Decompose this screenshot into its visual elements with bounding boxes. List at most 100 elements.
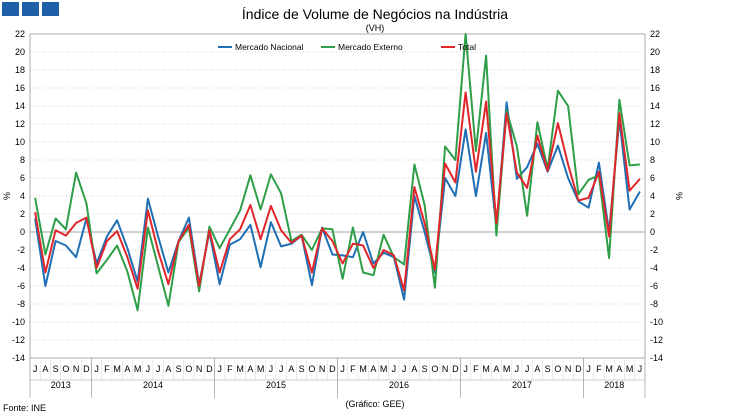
y-tick-label-right: 6 [650,173,655,183]
month-tick-label: N [442,364,449,374]
y-tick-label-left: -8 [17,299,25,309]
month-tick-label: D [575,364,582,374]
legend-label: Total [458,42,476,52]
logo-block [22,2,39,16]
month-tick-label: M [113,364,121,374]
chart-subtitle: (VH) [365,23,385,33]
y-tick-label-left: 10 [15,137,25,147]
month-tick-label: N [196,364,203,374]
month-tick-label: D [329,364,336,374]
legend-label: Mercado Nacional [235,42,304,52]
y-tick-label-left: -12 [12,335,25,345]
y-tick-label-left: 16 [15,83,25,93]
month-tick-label: O [308,364,315,374]
month-tick-label: O [185,364,192,374]
y-tick-label-right: 14 [650,101,660,111]
year-label: 2013 [51,380,71,390]
source-note: Fonte: INE [3,403,47,413]
month-tick-label: A [42,364,48,374]
y-tick-label-left: 0 [20,227,25,237]
y-tick-label-right: 10 [650,137,660,147]
y-tick-label-right: 22 [650,29,660,39]
month-tick-label: J [463,364,468,374]
month-tick-label: M [503,364,511,374]
month-tick-label: M [482,364,490,374]
year-label: 2017 [512,380,532,390]
y-tick-label-left: -10 [12,317,25,327]
month-tick-label: F [473,364,479,374]
month-tick-label: N [73,364,80,374]
month-tick-label: J [33,364,38,374]
year-label: 2015 [266,380,286,390]
month-tick-label: A [288,364,294,374]
month-tick-label: A [493,364,499,374]
y-tick-label-left: 2 [20,209,25,219]
y-tick-label-left: 8 [20,155,25,165]
y-tick-label-right: 0 [650,227,655,237]
y-tick-label-left: 18 [15,65,25,75]
month-tick-label: J [586,364,591,374]
month-tick-label: S [176,364,182,374]
y-tick-label-right: -2 [650,245,658,255]
month-tick-label: A [411,364,417,374]
y-tick-label-right: 12 [650,119,660,129]
month-tick-label: J [94,364,99,374]
y-axis-label-right: % [674,192,684,200]
y-tick-label-right: -14 [650,353,663,363]
month-tick-label: M [626,364,634,374]
month-tick-label: J [515,364,520,374]
month-tick-label: D [83,364,90,374]
month-tick-label: O [62,364,69,374]
series-line-mercado-externo [34,33,640,312]
y-tick-label-left: -14 [12,353,25,363]
logo-block [2,2,19,16]
month-tick-label: M [257,364,265,374]
month-tick-label: S [53,364,59,374]
month-tick-label: J [638,364,643,374]
month-tick-label: D [206,364,213,374]
month-tick-label: A [370,364,376,374]
month-tick-label: N [319,364,326,374]
month-tick-label: A [247,364,253,374]
month-tick-label: D [452,364,459,374]
month-tick-label: M [359,364,367,374]
y-tick-label-right: -12 [650,335,663,345]
y-tick-label-left: 20 [15,47,25,57]
month-tick-label: S [422,364,428,374]
month-tick-label: J [392,364,397,374]
chart-title: Índice de Volume de Negócios na Indústri… [241,6,509,22]
month-tick-label: S [299,364,305,374]
month-tick-label: F [104,364,110,374]
y-tick-label-left: -6 [17,281,25,291]
y-tick-label-right: 20 [650,47,660,57]
month-tick-label: N [565,364,572,374]
month-tick-label: A [165,364,171,374]
y-tick-label-left: -4 [17,263,25,273]
month-tick-label: J [269,364,274,374]
y-tick-label-left: -2 [17,245,25,255]
y-tick-label-left: 14 [15,101,25,111]
month-tick-label: A [616,364,622,374]
year-label: 2014 [143,380,163,390]
month-tick-label: J [146,364,151,374]
y-axis-label-left: % [2,192,12,200]
month-tick-label: M [605,364,613,374]
month-tick-label: M [134,364,142,374]
month-tick-label: A [124,364,130,374]
month-tick-label: J [525,364,530,374]
y-tick-label-left: 12 [15,119,25,129]
y-tick-label-right: -8 [650,299,658,309]
y-tick-label-left: 6 [20,173,25,183]
series-line-total [34,91,641,292]
month-tick-label: J [217,364,222,374]
y-tick-label-left: 4 [20,191,25,201]
y-tick-label-left: 22 [15,29,25,39]
month-tick-label: F [350,364,356,374]
month-tick-label: S [545,364,551,374]
month-tick-label: J [156,364,161,374]
year-label: 2016 [389,380,409,390]
y-tick-label-right: -10 [650,317,663,327]
y-tick-label-right: -6 [650,281,658,291]
chart-credit: (Gráfico: GEE) [345,399,405,409]
